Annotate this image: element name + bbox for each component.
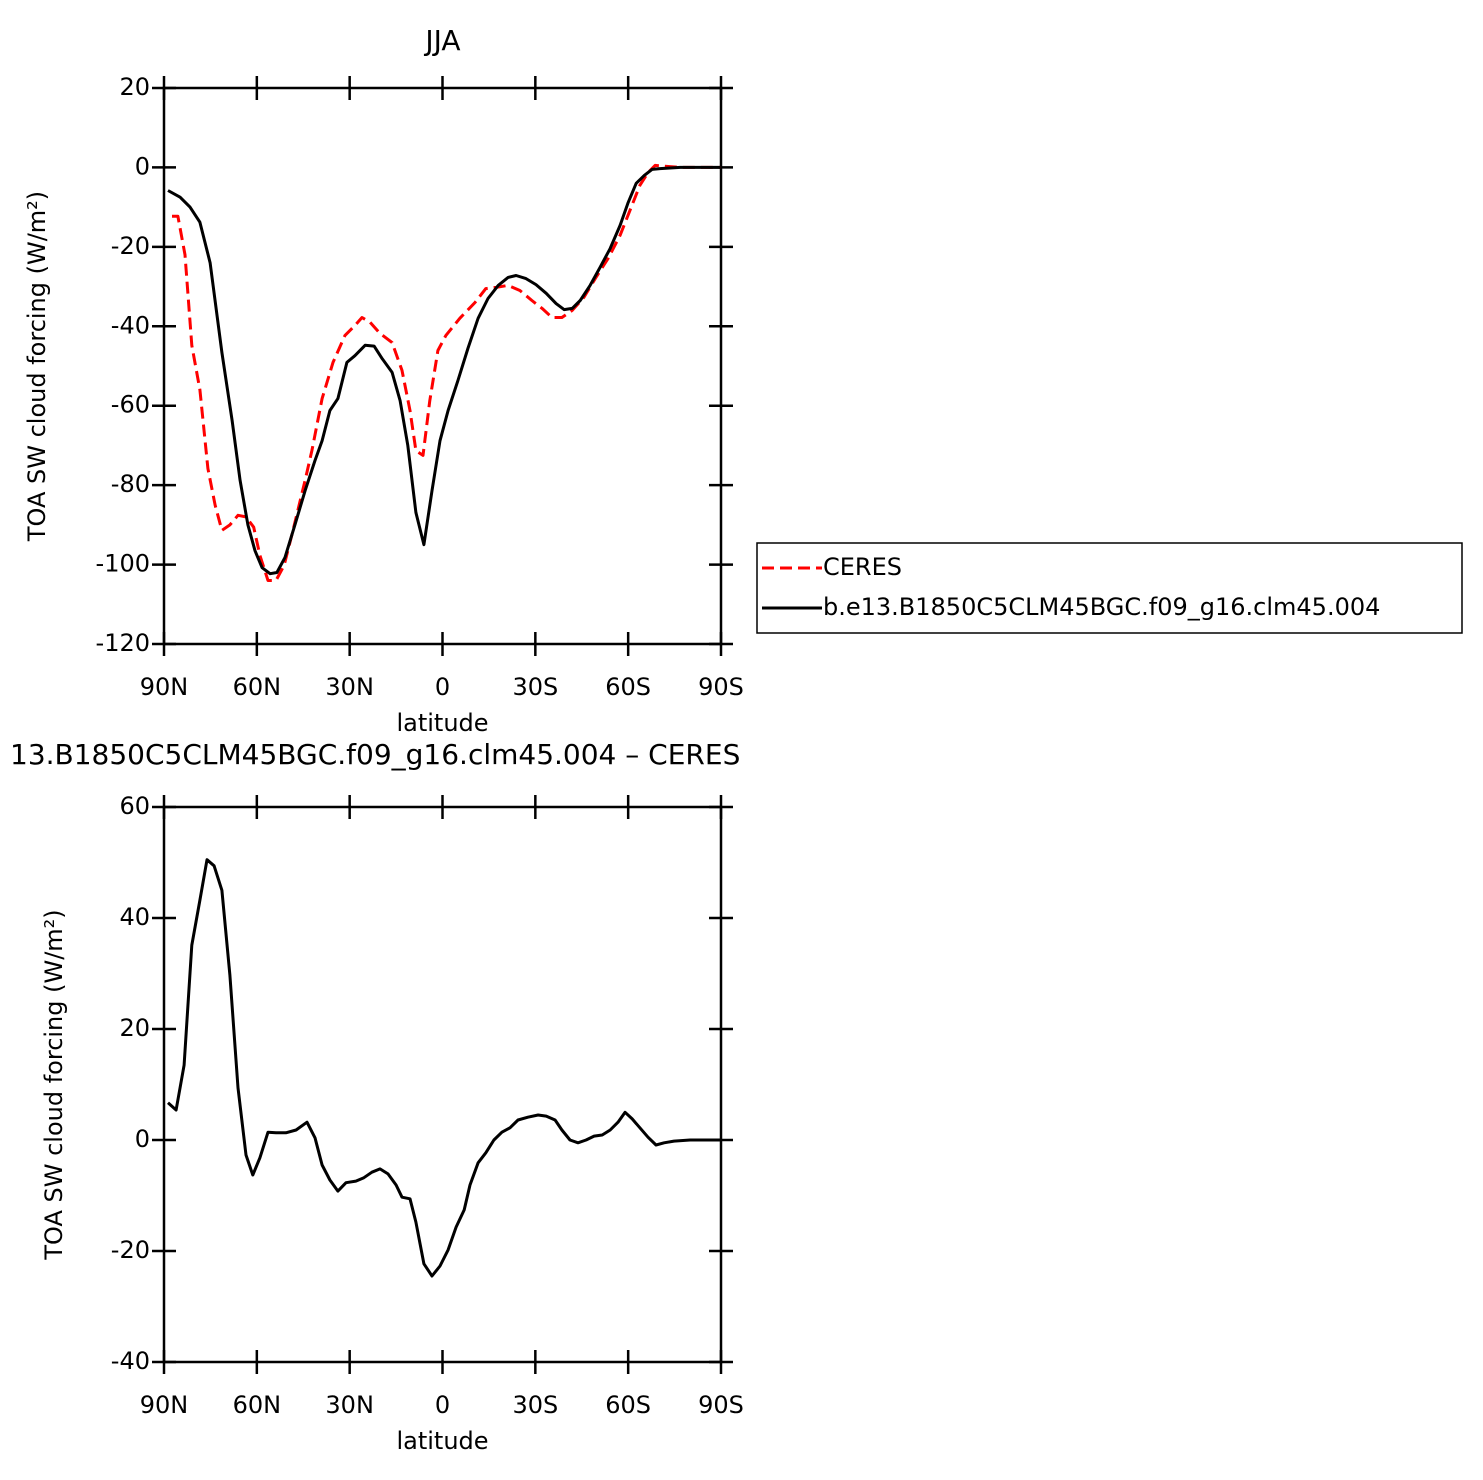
y-tick-label: 20 [119, 1014, 150, 1042]
y-axis-label: TOA SW cloud forcing (W/m²) [40, 909, 68, 1260]
y-tick-label: 0 [135, 152, 150, 180]
y-tick-label: 20 [119, 73, 150, 101]
y-tick-label: 60 [119, 792, 150, 820]
y-tick-label: -40 [111, 1347, 150, 1375]
x-tick-label: 30N [325, 1391, 374, 1419]
x-tick-label: 60S [605, 673, 651, 701]
plot-frame [162, 86, 723, 646]
y-tick-label: 0 [135, 1125, 150, 1153]
x-tick-label: 60N [233, 1391, 282, 1419]
y-tick-label: 40 [119, 903, 150, 931]
x-axis-label: latitude [396, 1427, 488, 1455]
x-tick-label: 0 [435, 673, 450, 701]
y-tick-label: -120 [96, 629, 150, 657]
plot-frame [162, 805, 723, 1364]
series-line [167, 165, 721, 576]
y-tick-label: -20 [111, 232, 150, 260]
chart-title: 13.B1850C5CLM45BGC.f09_g16.clm45.004 – C… [10, 738, 740, 771]
x-tick-label: 90N [140, 673, 189, 701]
x-tick-label: 60N [233, 673, 282, 701]
series-line [167, 858, 721, 1278]
chart-title: JJA [423, 24, 460, 57]
y-tick-label: -20 [111, 1236, 150, 1264]
x-tick-label: 90S [698, 1391, 744, 1419]
y-tick-label: -100 [96, 550, 150, 578]
y-tick-label: -80 [111, 470, 150, 498]
legend-label: b.e13.B1850C5CLM45BGC.f09_g16.clm45.004 [823, 593, 1380, 621]
x-tick-label: 90S [698, 673, 744, 701]
legend-box [756, 542, 1463, 634]
y-axis-label: TOA SW cloud forcing (W/m²) [23, 191, 51, 542]
legend-label: CERES [823, 553, 902, 581]
x-tick-label: 30S [512, 673, 558, 701]
x-tick-label: 60S [605, 1391, 651, 1419]
y-tick-label: -60 [111, 391, 150, 419]
x-axis-label: latitude [396, 709, 488, 737]
y-tick-label: -40 [111, 311, 150, 339]
x-tick-label: 0 [435, 1391, 450, 1419]
series-line [172, 163, 721, 582]
x-tick-label: 30N [325, 673, 374, 701]
x-tick-label: 90N [140, 1391, 189, 1419]
x-tick-label: 30S [512, 1391, 558, 1419]
